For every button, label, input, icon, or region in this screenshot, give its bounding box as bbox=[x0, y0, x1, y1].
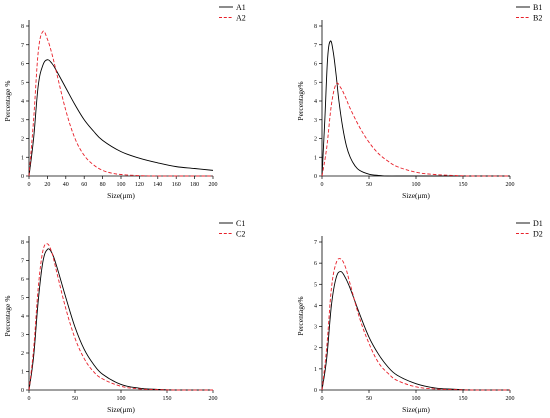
y-axis-title: Percentage % bbox=[3, 295, 12, 336]
series-line-a2 bbox=[28, 30, 213, 177]
y-tick-label: 5 bbox=[21, 80, 24, 86]
x-tick-label: 0 bbox=[321, 396, 324, 402]
chart-panel-b: 0 50 100 150 200 0 1 2 3 4 5 6 7 8 Size(μm) Percentage%… bbox=[296, 3, 542, 200]
legend-label-b2: B2 bbox=[533, 14, 542, 23]
x-tick-label: 100 bbox=[117, 396, 126, 402]
y-tick-label: 6 bbox=[21, 62, 24, 68]
y-tick-label: 4 bbox=[21, 314, 24, 320]
y-axis-title: Percentage% bbox=[296, 81, 305, 120]
series-line-c1 bbox=[28, 248, 214, 391]
y-tick-label: 1 bbox=[21, 370, 24, 376]
y-tick-label: 3 bbox=[314, 325, 317, 331]
y-tick-label: 2 bbox=[314, 346, 317, 352]
legend-label-c1: C1 bbox=[236, 219, 245, 228]
y-tick-label: 6 bbox=[314, 62, 317, 68]
y-tick-label: 0 bbox=[314, 174, 317, 180]
x-tick-label: 0 bbox=[28, 182, 31, 188]
y-tick-label: 3 bbox=[21, 118, 24, 124]
x-tick-label: 140 bbox=[153, 182, 162, 188]
y-tick-label: 4 bbox=[314, 303, 317, 309]
y-tick-label: 5 bbox=[21, 296, 24, 302]
y-tick-label: 0 bbox=[21, 388, 24, 394]
legend-label-d2: D2 bbox=[533, 230, 543, 239]
x-axis-title: Size(μm) bbox=[107, 191, 135, 200]
y-tick-label: 2 bbox=[21, 351, 24, 357]
x-tick-label: 150 bbox=[163, 396, 172, 402]
y-tick-label: 1 bbox=[314, 367, 317, 373]
legend-label-d1: D1 bbox=[533, 219, 543, 228]
y-tick-label: 3 bbox=[314, 118, 317, 124]
y-tick-label: 6 bbox=[314, 261, 317, 267]
x-tick-label: 160 bbox=[172, 182, 181, 188]
y-tick-label: 8 bbox=[21, 240, 24, 246]
y-tick-label: 6 bbox=[21, 277, 24, 283]
x-tick-label: 100 bbox=[412, 396, 421, 402]
series-line-d1 bbox=[321, 271, 511, 391]
y-tick-label: 5 bbox=[314, 282, 317, 288]
y-tick-label: 7 bbox=[21, 43, 24, 49]
x-tick-label: 100 bbox=[412, 182, 421, 188]
y-tick-label: 7 bbox=[314, 43, 317, 49]
x-axis-title: Size(μm) bbox=[107, 405, 135, 414]
x-tick-label: 50 bbox=[366, 396, 372, 402]
x-tick-label: 20 bbox=[44, 182, 50, 188]
x-tick-label: 0 bbox=[321, 182, 324, 188]
chart-panel-a: 0 20 40 60 80 100 120 140 160 180 200 0 1 2 3 4 5 6 7 8 Size… bbox=[3, 3, 246, 200]
y-tick-label: 4 bbox=[21, 99, 24, 105]
x-tick-label: 200 bbox=[506, 182, 515, 188]
x-tick-label: 40 bbox=[63, 182, 69, 188]
y-tick-label: 0 bbox=[21, 174, 24, 180]
x-axis-title: Size(μm) bbox=[402, 191, 430, 200]
chart-panel-d: 0 50 100 150 200 0 1 2 3 4 5 6 7 Size(μm) Percentage% D… bbox=[296, 219, 543, 414]
y-tick-label: 2 bbox=[314, 137, 317, 143]
legend-label-a2: A2 bbox=[236, 14, 246, 23]
series-line-d2 bbox=[321, 258, 511, 391]
x-axis-title: Size(μm) bbox=[402, 405, 430, 414]
x-tick-label: 100 bbox=[117, 182, 126, 188]
x-tick-label: 200 bbox=[209, 396, 218, 402]
legend-label-a1: A1 bbox=[236, 3, 246, 12]
y-tick-label: 7 bbox=[21, 259, 24, 265]
x-tick-label: 120 bbox=[135, 182, 144, 188]
x-tick-label: 200 bbox=[209, 182, 218, 188]
y-tick-label: 3 bbox=[21, 333, 24, 339]
series-line-b2 bbox=[321, 82, 511, 177]
x-tick-label: 0 bbox=[28, 396, 31, 402]
y-tick-label: 1 bbox=[21, 155, 24, 161]
y-tick-label: 2 bbox=[21, 137, 24, 143]
series-line-a1 bbox=[28, 59, 214, 177]
series-line-c2 bbox=[28, 243, 214, 391]
x-tick-label: 50 bbox=[366, 182, 372, 188]
y-tick-label: 0 bbox=[314, 388, 317, 394]
y-tick-label: 7 bbox=[314, 240, 317, 246]
y-tick-label: 8 bbox=[314, 24, 317, 30]
y-tick-label: 5 bbox=[314, 80, 317, 86]
x-tick-label: 180 bbox=[190, 182, 199, 188]
y-axis-title: Percentage% bbox=[296, 296, 305, 335]
legend-label-c2: C2 bbox=[236, 230, 245, 239]
series-line-b1 bbox=[321, 40, 510, 177]
legend-label-b1: B1 bbox=[533, 3, 542, 12]
x-tick-label: 150 bbox=[459, 182, 468, 188]
y-tick-label: 8 bbox=[21, 24, 24, 30]
x-tick-label: 60 bbox=[81, 182, 87, 188]
x-tick-label: 50 bbox=[72, 396, 78, 402]
y-axis-title: Percentage % bbox=[3, 80, 12, 121]
x-tick-label: 200 bbox=[506, 396, 515, 402]
y-tick-label: 1 bbox=[314, 155, 317, 161]
y-tick-label: 4 bbox=[314, 99, 317, 105]
x-tick-label: 150 bbox=[459, 396, 468, 402]
x-tick-label: 80 bbox=[100, 182, 106, 188]
chart-panel-c: 0 50 100 150 200 0 1 2 3 4 5 6 7 8 Size(μm) Percentage … bbox=[3, 219, 245, 414]
